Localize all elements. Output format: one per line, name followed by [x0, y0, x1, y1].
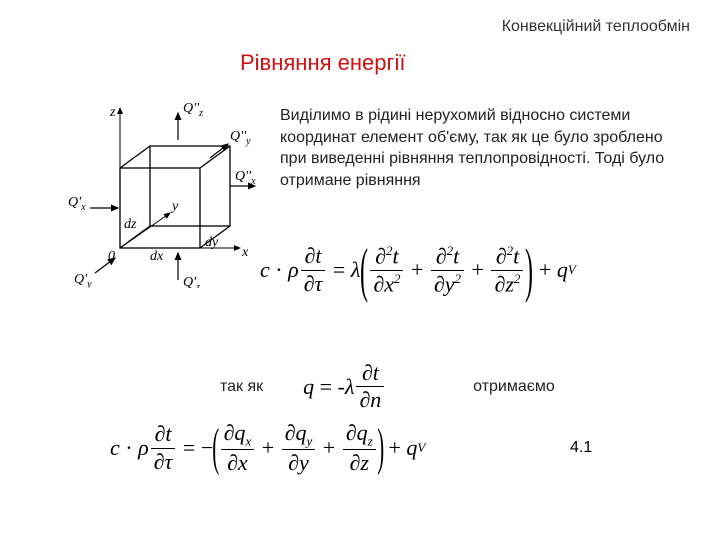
- page-title: Рівняння енергії: [240, 50, 406, 76]
- qy-in: Q'y: [74, 272, 92, 288]
- qz-out: Q''z: [183, 101, 203, 119]
- axis-z-label: z: [109, 105, 116, 120]
- axis-x-label: x: [241, 245, 249, 260]
- qz-in: Q'z: [183, 275, 200, 288]
- axis-y-label: y: [170, 199, 179, 214]
- word-obtain: отримаємо: [473, 378, 555, 396]
- qy-out: Q''y: [230, 129, 251, 147]
- cube-diagram: z x y 0 dx dy dz Q'x Q''x Q'y Q''y Q'z Q…: [50, 98, 260, 288]
- equation-fourier: q = -λ ∂t∂n: [303, 360, 433, 414]
- equation-number: 4.1: [570, 439, 592, 457]
- equation-final-row: c · ρ ∂t∂τ = − ( ∂qx∂x + ∂qy∂y + ∂qz∂z )…: [110, 420, 660, 476]
- equation-final: c · ρ ∂t∂τ = − ( ∂qx∂x + ∂qy∂y + ∂qz∂z )…: [110, 420, 510, 476]
- body-paragraph: Виділимо в рідині нерухомий відносно сис…: [280, 105, 670, 191]
- middle-row: так як q = -λ ∂t∂n отримаємо: [220, 360, 660, 414]
- dx-label: dx: [150, 249, 164, 264]
- dy-label: dy: [205, 235, 219, 250]
- qx-in: Q'x: [68, 195, 86, 213]
- equation-energy: c · ρ ∂t∂τ = λ ( ∂2t∂x2 + ∂2t∂y2 + ∂2t∂z…: [260, 240, 680, 300]
- dz-label: dz: [124, 217, 137, 232]
- page-header: Конвекційний теплообмін: [502, 18, 690, 36]
- origin-label: 0: [108, 249, 115, 264]
- word-since: так як: [220, 378, 263, 396]
- qx-out: Q''x: [235, 169, 256, 187]
